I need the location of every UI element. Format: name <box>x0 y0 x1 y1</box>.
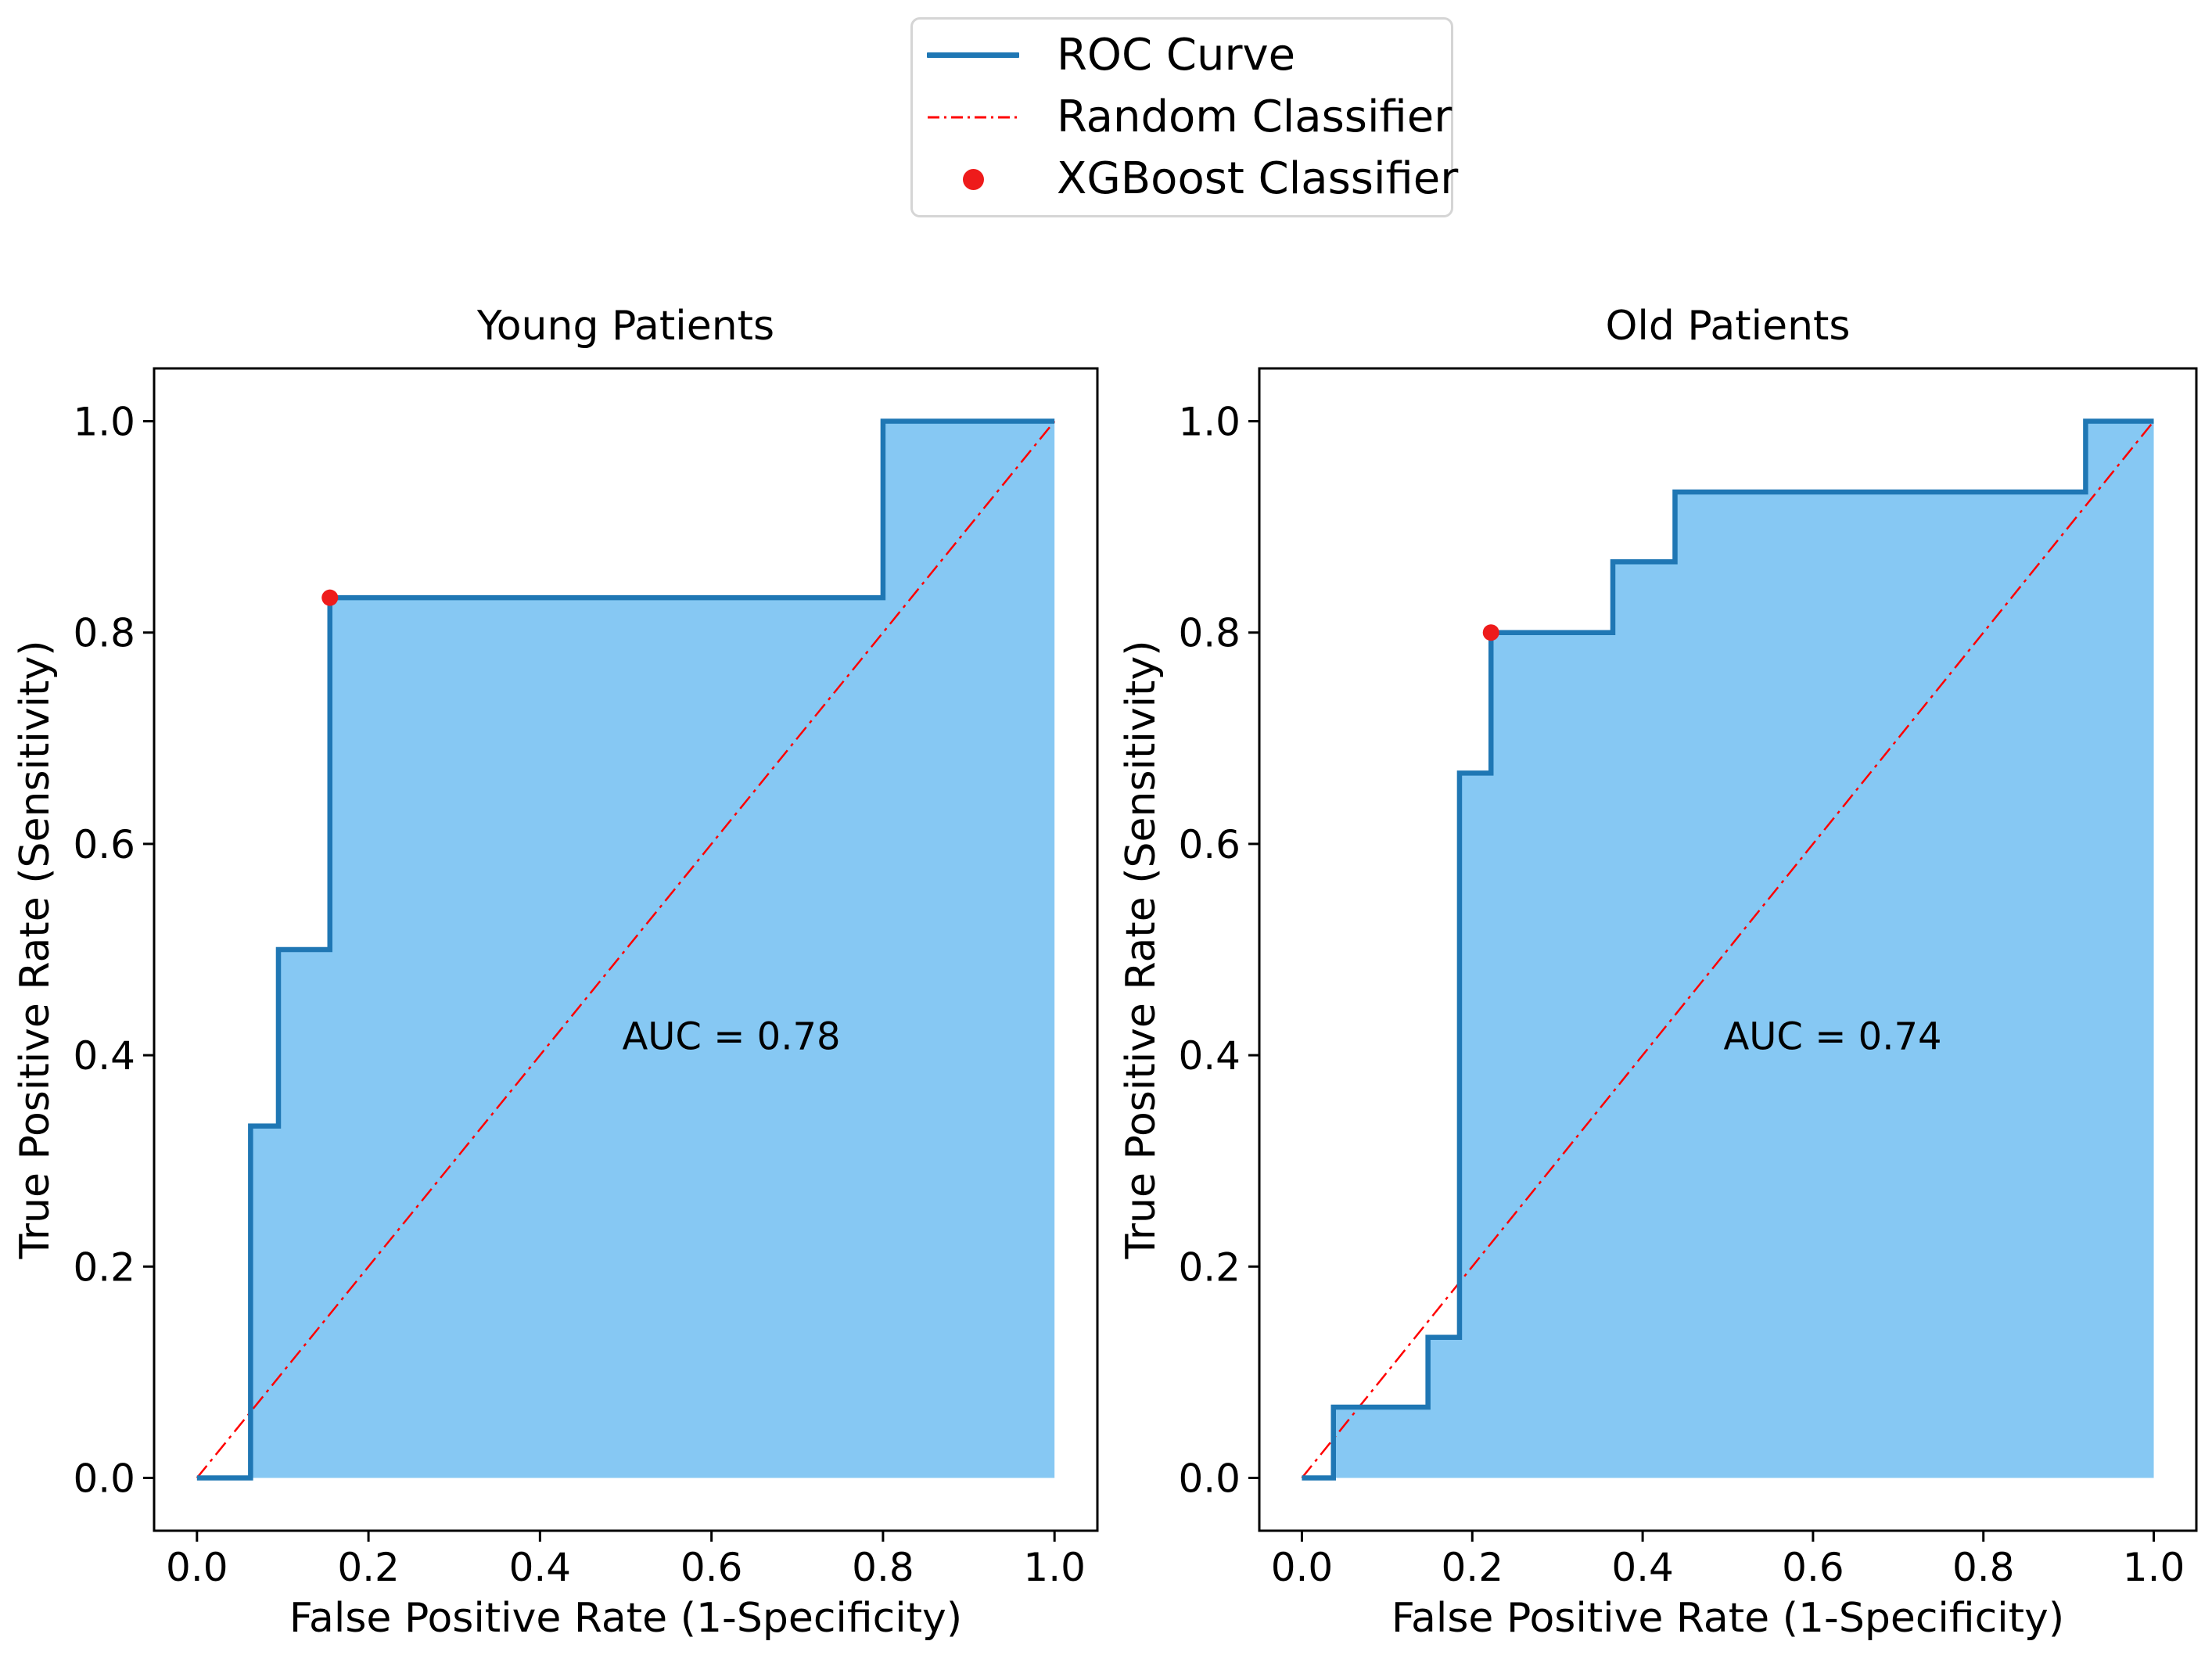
random-classifier-line <box>1301 420 2155 1479</box>
x-tick-label: 1.0 <box>1023 1545 1086 1590</box>
x-tick-label: 0.8 <box>1952 1545 2015 1590</box>
auc-annotation-young: AUC = 0.78 <box>622 1014 841 1059</box>
y-tick-label: 0.6 <box>73 822 135 867</box>
y-tick-label: 0.4 <box>73 1033 135 1079</box>
xgboost-point <box>1482 624 1499 641</box>
y-tick-label: 0.8 <box>1178 611 1241 656</box>
x-tick-label: 0.0 <box>166 1545 228 1590</box>
legend-label: ROC Curve <box>1057 29 1296 81</box>
y-tick-label: 1.0 <box>1178 400 1241 445</box>
x-tick-label: 1.0 <box>2123 1545 2185 1590</box>
x-tick-label: 0.6 <box>1782 1545 1844 1590</box>
x-tick-label: 0.4 <box>509 1545 572 1590</box>
x-tick-label: 0.0 <box>1271 1545 1334 1590</box>
y-tick-label: 0.0 <box>1178 1456 1241 1501</box>
legend: ROC Curve Random Classifier XGBoost Clas… <box>910 17 1458 217</box>
roc-curve-line <box>1302 418 2154 1481</box>
axes-spines <box>153 367 1099 1532</box>
x-axis-label-young: False Positive Rate (1-Specificity) <box>289 1595 963 1642</box>
x-tick-label: 0.8 <box>852 1545 914 1590</box>
y-tick-label: 0.8 <box>73 611 135 656</box>
roc-plot-old: 0.0 0.2 0.4 0.6 0.8 1.0 0.0 0.2 0.4 0.6 0.8 1.0 <box>1178 367 2198 1590</box>
y-tick-label: 0.4 <box>1178 1033 1241 1079</box>
roc-plot-young: 0.0 0.2 0.4 0.6 0.8 1.0 0.0 0.2 0.4 0.6 0.8 1.0 <box>73 367 1099 1590</box>
x-tick-label: 0.2 <box>1442 1545 1504 1590</box>
plot-title-old: Old Patients <box>1605 303 1851 350</box>
xgboost-point <box>321 589 339 606</box>
y-tick-label: 0.2 <box>73 1244 135 1290</box>
axes-spines <box>1258 367 2198 1532</box>
solid-line-icon <box>927 52 1019 59</box>
y-axis-label-old: True Positive Rate (Sensitivity) <box>1118 640 1165 1259</box>
plot-title-young: Young Patients <box>476 303 775 350</box>
x-tick-label: 0.2 <box>337 1545 400 1590</box>
y-tick-label: 0.0 <box>73 1456 135 1501</box>
dashdot-line-icon <box>927 113 1019 121</box>
legend-label: Random Classifier <box>1057 91 1453 142</box>
legend-item-xgboost-classifier: XGBoost Classifier <box>913 149 1458 210</box>
x-tick-label: 0.6 <box>680 1545 743 1590</box>
legend-item-random-classifier: Random Classifier <box>913 87 1453 148</box>
x-axis-label-old: False Positive Rate (1-Specificity) <box>1391 1595 2065 1642</box>
y-axis-label-young: True Positive Rate (Sensitivity) <box>12 640 59 1259</box>
auc-annotation-old: AUC = 0.74 <box>1723 1014 1942 1059</box>
legend-label: XGBoost Classifier <box>1057 153 1459 205</box>
roc-curve-line <box>196 418 1055 1481</box>
random-classifier-line <box>196 420 1056 1479</box>
y-tick-label: 0.6 <box>1178 822 1241 867</box>
y-tick-label: 1.0 <box>73 400 135 445</box>
x-tick-label: 0.4 <box>1611 1545 1674 1590</box>
y-tick-label: 0.2 <box>1178 1244 1241 1290</box>
dot-icon <box>927 168 1019 190</box>
legend-item-roc-curve: ROC Curve <box>913 25 1451 86</box>
